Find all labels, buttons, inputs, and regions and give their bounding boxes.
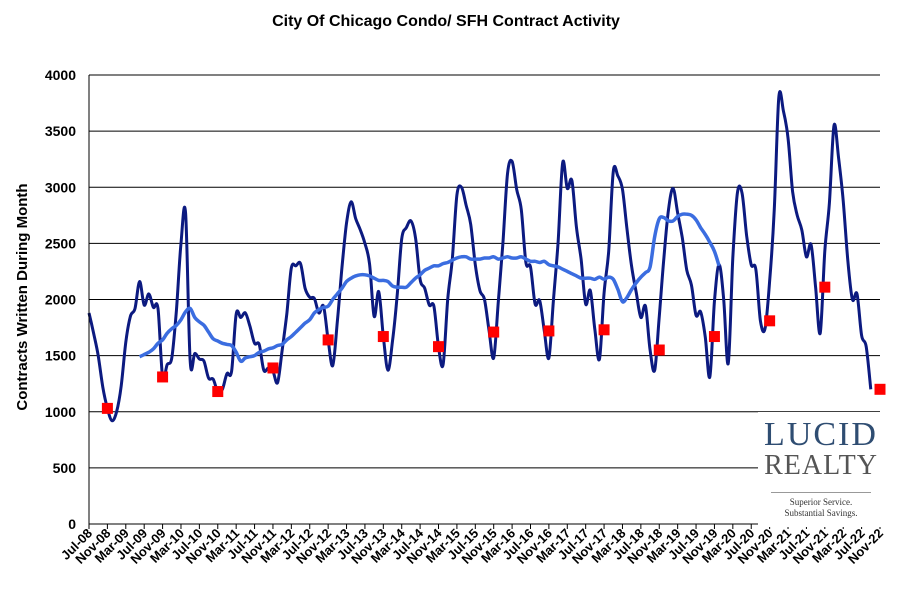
y-axis-label: Contracts Written During Month [14,183,31,410]
november-marker [708,331,720,343]
november-marker [101,402,113,414]
series-line-average [138,212,721,364]
series-lines [87,90,873,423]
logo-divider [771,492,871,493]
y-tick-label: 2000 [45,292,76,308]
y-tick-labels: 0 500 1000 1500 2000 2500 3000 3500 4000 [45,67,76,532]
chart-title: City Of Chicago Condo/ SFH Contract Acti… [272,13,620,30]
november-markers [101,281,886,414]
series-line-monthly [87,90,873,423]
gridlines [89,74,880,469]
y-tick-label: 0 [68,516,76,532]
logo-tagline-1: Superior Service. [789,497,853,507]
november-marker [764,315,776,327]
y-tick-label: 4000 [45,67,76,83]
y-tick-label: 1000 [45,404,76,420]
november-marker [653,344,665,356]
y-tick-label: 3500 [45,123,76,139]
november-marker [212,386,224,398]
logo-tagline-2: Substantial Savings. [784,508,858,518]
november-marker [543,325,555,337]
november-marker [433,341,445,353]
y-tick-label: 1500 [45,348,76,364]
lucid-realty-logo: LUCID REALTY Superior Service. Substanti… [758,412,884,527]
y-tick-label: 3000 [45,179,76,195]
logo-text-realty: REALTY [764,450,878,481]
y-tick-label: 2500 [45,235,76,251]
logo-text-lucid: LUCID [764,416,878,453]
november-marker [598,324,610,336]
november-marker [819,281,831,293]
november-marker [874,383,886,395]
november-marker [488,326,500,338]
november-marker [377,331,389,343]
november-marker [322,334,334,346]
november-marker [267,362,279,374]
x-tick-labels: Jul-08Nov-08Mar-09Jul-09Nov-09Mar-10Jul-… [58,524,886,567]
november-marker [157,371,169,383]
y-tick-label: 500 [53,460,77,476]
